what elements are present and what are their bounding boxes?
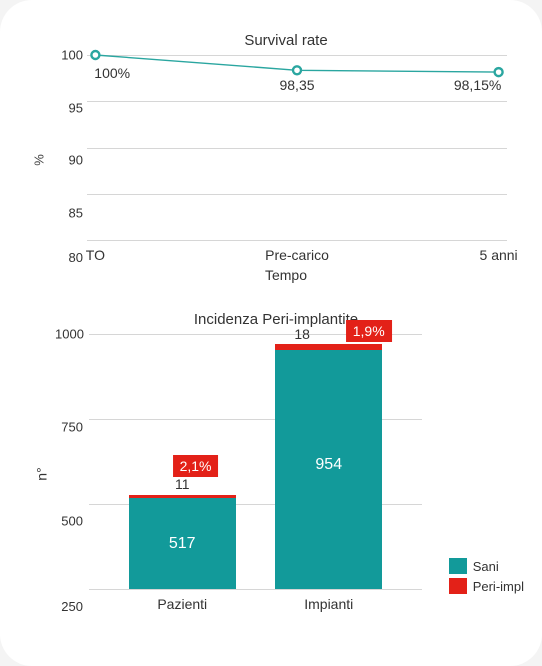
gridline <box>89 589 422 590</box>
line-chart: Survival rate % 100 95 90 85 80 <box>25 32 517 283</box>
line-y-tick: 80 <box>55 250 83 265</box>
legend-label: Sani <box>473 559 499 574</box>
line-x-tick: 5 anni <box>480 247 518 263</box>
line-x-axis-label: Tempo <box>55 267 517 283</box>
line-x-tick: Pre-carico <box>265 247 329 263</box>
legend: Sani Peri-impl <box>449 554 524 594</box>
legend-swatch-peri <box>449 578 467 594</box>
line-y-axis-label: % <box>31 154 46 166</box>
line-y-tick: 85 <box>55 205 83 220</box>
bar-y-tick: 250 <box>55 599 83 614</box>
legend-swatch-sani <box>449 558 467 574</box>
bar-y-tick: 500 <box>55 513 83 528</box>
pct-badge: 1,9% <box>346 320 392 342</box>
line-y-tick: 90 <box>55 153 83 168</box>
bar-y-tick: 1000 <box>55 327 83 342</box>
bar-in-label: 517 <box>169 535 196 553</box>
legend-label: Peri-impl <box>473 579 524 594</box>
line-chart-body: % 100 95 90 85 80 <box>45 55 507 265</box>
bar-chart-body: n° 1000 750 500 250 517 <box>45 334 422 614</box>
chart-card: Survival rate % 100 95 90 85 80 <box>0 0 542 666</box>
line-plot-area: 100% 98,35 98,15% <box>87 55 507 240</box>
bar-top-label: 18 <box>294 326 310 342</box>
bar-top-label: 11 <box>175 476 190 492</box>
legend-item: Peri-impl <box>449 578 524 594</box>
line-y-tick: 95 <box>55 100 83 115</box>
bar-chart-title: Incidenza Peri-implantite <box>35 311 517 328</box>
line-y-tick: 100 <box>55 48 83 63</box>
bar-impianti-peri <box>275 344 382 350</box>
gridline <box>87 240 507 241</box>
bar-x-tick: Impianti <box>304 596 353 612</box>
bar-pazienti-peri <box>129 495 236 499</box>
pct-badge: 2,1% <box>173 455 219 477</box>
bar-x-tick: Pazienti <box>157 596 207 612</box>
bar-chart: Incidenza Peri-implantite n° 1000 750 50… <box>25 311 517 614</box>
bar-y-axis-label: n° <box>34 467 50 480</box>
line-chart-title: Survival rate <box>55 32 517 49</box>
line-value-label: 100% <box>94 65 130 81</box>
line-x-tick: TO <box>86 247 105 263</box>
line-value-label: 98,15% <box>454 77 501 93</box>
bar-plot-area: 517 954 11 18 2,1% 1,9% <box>89 334 422 589</box>
bar-in-label: 954 <box>315 456 342 474</box>
legend-item: Sani <box>449 558 524 574</box>
bar-y-tick: 750 <box>55 420 83 435</box>
line-value-label: 98,35 <box>279 77 314 93</box>
